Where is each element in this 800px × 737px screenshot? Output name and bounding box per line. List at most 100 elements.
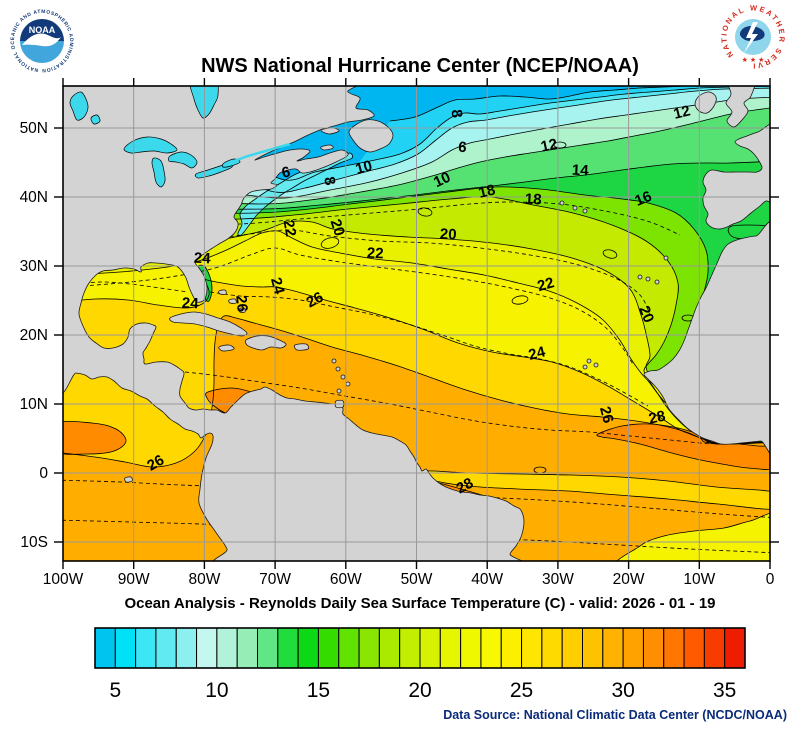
colorbar-cell xyxy=(602,627,624,669)
latlon-grid xyxy=(63,86,770,561)
contour-label: 8 xyxy=(320,175,338,187)
colorbar-cell xyxy=(500,627,523,669)
landmass xyxy=(244,335,287,351)
noaa-seagull-icon xyxy=(22,33,61,47)
landmass xyxy=(293,343,310,351)
landmass xyxy=(228,298,237,304)
latitude-tick-label: 20N xyxy=(20,327,48,344)
colorbar-cell xyxy=(358,627,380,669)
colorbar-cell xyxy=(277,627,299,669)
contour-label: 16 xyxy=(632,188,654,210)
latitude-tick-label: 0 xyxy=(39,465,48,482)
longitude-tick-label: 60W xyxy=(330,571,362,588)
colorbar-cell xyxy=(175,627,198,669)
longitude-tick-label: 40W xyxy=(471,571,503,588)
contour-label: 24 xyxy=(181,295,199,313)
longitude-tick-label: 30W xyxy=(542,571,574,588)
contour-label: 26 xyxy=(596,405,617,426)
contour-label: 6 xyxy=(280,163,292,181)
latitude-tick-label: 10S xyxy=(20,534,48,551)
landmass xyxy=(238,307,246,313)
contour-label: 28 xyxy=(647,408,667,428)
contour-label: 26 xyxy=(232,295,250,313)
contour-label: 20 xyxy=(439,226,457,244)
colorbar-cell xyxy=(419,627,441,669)
axis-ticks xyxy=(54,78,779,569)
contour-label: 18 xyxy=(477,181,497,202)
colorbar-cell xyxy=(642,627,665,669)
colorbar-cell xyxy=(114,627,137,669)
colorbar-cell xyxy=(663,627,685,669)
colorbar-cell xyxy=(521,627,543,669)
noaa-emblem-sea xyxy=(20,41,64,63)
contour-label: 24 xyxy=(267,276,288,297)
longitude-tick-label: 100W xyxy=(43,571,84,588)
longitude-axis: 100W 90W 80W 70W 60W 50W 40W 30W 20W 10W 0 xyxy=(43,571,775,588)
colorbar-cell xyxy=(155,627,177,669)
latitude-tick-label: 50N xyxy=(20,120,48,137)
noaa-wordmark: NOAA xyxy=(29,25,56,35)
sst-map: 8 12 6 12 6 8 10 10 14 18 18 16 20 20 22 22 22 20 24 24 24 24… xyxy=(63,86,770,561)
colorbar-cell xyxy=(703,627,726,669)
longitude-tick-label: 50W xyxy=(401,571,433,588)
landmass xyxy=(124,476,133,483)
colorbar-cell xyxy=(622,627,644,669)
colorbar-tick-label: 20 xyxy=(408,679,431,702)
contour-labels: 8 12 6 12 6 8 10 10 14 18 18 16 20 20 22 22 22 20 24 24 24 24… xyxy=(144,102,692,497)
contour-label: 26 xyxy=(304,289,327,312)
contour-label: 10 xyxy=(354,157,375,178)
colorbar-tick-label: 35 xyxy=(713,679,736,702)
latitude-tick-label: 40N xyxy=(20,189,48,206)
noaa-emblem-sky xyxy=(20,19,64,41)
nws-lightning-icon xyxy=(744,22,758,53)
colorbar-cell xyxy=(317,627,340,669)
latitude-tick-label: 10N xyxy=(20,396,48,413)
landmass xyxy=(218,344,235,352)
colorbar-cell xyxy=(378,627,401,669)
longitude-tick-label: 80W xyxy=(188,571,220,588)
colorbar-cell xyxy=(196,627,218,669)
contour-label: 12 xyxy=(539,136,559,156)
noaa-logo: NATIONAL OCEANIC AND ATMOSPHERIC ADMINIS… xyxy=(0,0,75,74)
land-layer xyxy=(63,86,770,561)
colorbar-cell xyxy=(399,627,421,669)
landmass xyxy=(320,144,334,151)
contour-label: 12 xyxy=(672,102,692,123)
colorbar-cell xyxy=(297,627,319,669)
latitude-tick-label: 30N xyxy=(20,258,48,275)
contour-label: 14 xyxy=(571,162,589,180)
colorbar-cell xyxy=(236,627,258,669)
contour-label: 22 xyxy=(535,274,556,295)
landmass xyxy=(63,86,525,561)
nws-stars: ★ ★ ★ xyxy=(742,56,765,64)
colorbar-cell xyxy=(541,627,563,669)
colorbar-tick-label: 15 xyxy=(307,679,330,702)
contour-label: 18 xyxy=(524,191,542,209)
latitude-axis: 50N 40N 30N 20N 10N 0 10S xyxy=(20,120,49,551)
colorbar-cell xyxy=(582,627,604,669)
colorbar-cell xyxy=(135,627,157,669)
longitude-tick-label: 90W xyxy=(118,571,150,588)
contour-label: 6 xyxy=(457,139,467,157)
longitude-tick-label: 0 xyxy=(766,571,775,588)
contour-label: 22 xyxy=(280,219,300,238)
landmass xyxy=(694,91,717,114)
colorbar xyxy=(94,627,746,669)
longitude-tick-label: 20W xyxy=(613,571,645,588)
colorbar-cell xyxy=(338,627,360,669)
contour-label: 28 xyxy=(454,475,477,498)
colorbar-tick-label: 5 xyxy=(109,679,121,702)
longitude-tick-label: 10W xyxy=(683,571,715,588)
colorbar-cell xyxy=(460,627,482,669)
contour-label: 22 xyxy=(366,245,384,263)
colorbar-tick-label: 30 xyxy=(611,679,634,702)
colorbar-labels: 5 10 15 20 25 30 35 xyxy=(109,679,736,702)
contour-label: 26 xyxy=(144,452,167,475)
colorbar-tick-label: 25 xyxy=(510,679,533,702)
colorbar-cell xyxy=(724,627,746,669)
page-title: NWS National Hurricane Center (NCEP/NOAA… xyxy=(201,55,639,77)
map-subtitle: Ocean Analysis - Reynolds Daily Sea Surf… xyxy=(124,595,715,612)
colorbar-tick-label: 10 xyxy=(205,679,228,702)
